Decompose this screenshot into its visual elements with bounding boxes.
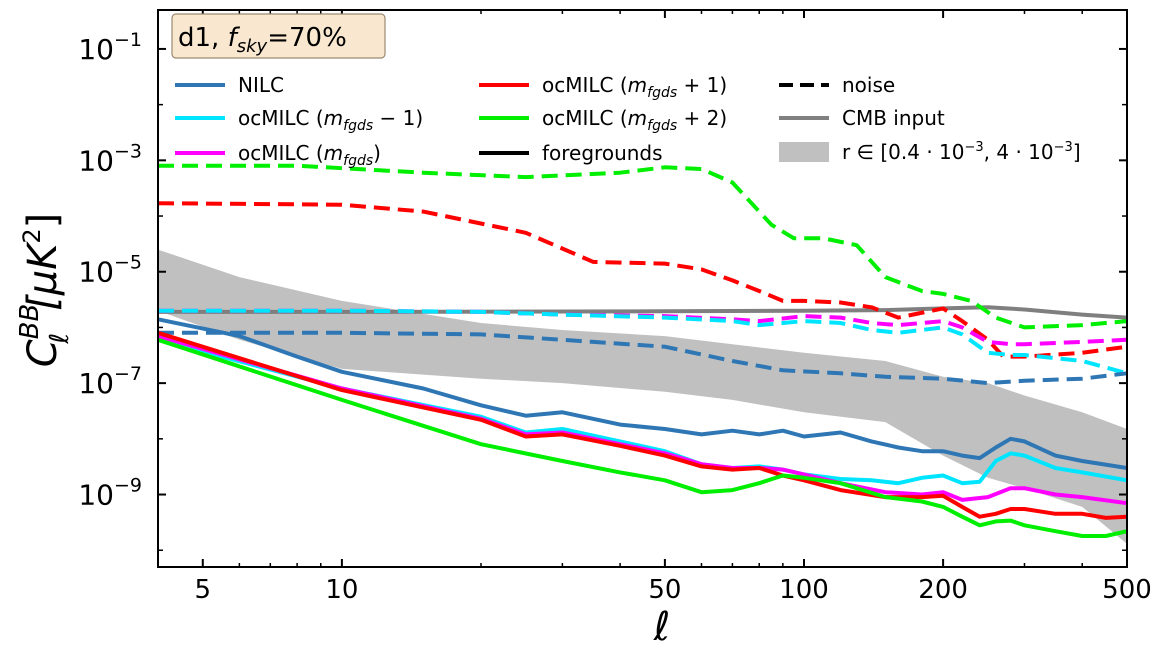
legend-item-ocmilc-plus1: ocMILC (mfgds + 1)	[479, 73, 727, 101]
legend-label-ocmilc-plus1: ocMILC (mfgds + 1)	[542, 73, 727, 101]
y-tick-label: 10−3	[78, 140, 142, 177]
plot-frame	[157, 9, 1128, 568]
x-tick-label: 5	[195, 575, 212, 605]
r-range-band-layer	[158, 249, 1127, 544]
legend-item-ocmilc-plus2: ocMILC (mfgds + 2)	[479, 106, 727, 134]
x-tick-label: 200	[918, 575, 968, 605]
y-tick-label: 10−7	[78, 363, 142, 400]
legend-item-ocmilc-minus1: ocMILC (mfgds − 1)	[175, 106, 423, 134]
series-line-noise-blue	[158, 330, 1128, 386]
legend-item-noise: noise	[779, 73, 895, 97]
legend-item-ocmilc: ocMILC (mfgds)	[175, 141, 381, 169]
legend: NILC ocMILC (mfgds − 1) ocMILC (mfgds) o…	[175, 73, 1081, 169]
series-line-fg-cyan	[157, 337, 1128, 486]
y-tick-label: 10−5	[78, 252, 142, 289]
legend-label-cmb-input: CMB input	[842, 106, 945, 130]
legend-label-ocmilc-plus2: ocMILC (mfgds + 2)	[542, 106, 727, 134]
series-layer	[157, 163, 1128, 538]
y-axis-label: CBBℓ[μK2]	[15, 213, 75, 368]
legend-item-nilc: NILC	[175, 73, 284, 97]
y-tick-label: 10−9	[78, 475, 142, 512]
svg-text:CBBℓ[μK2]: CBBℓ[μK2]	[15, 213, 75, 368]
y-tick-label: 10−1	[78, 29, 142, 66]
annotation-box: d1, fsky=70%	[171, 13, 386, 59]
x-tick-label: 50	[648, 575, 681, 605]
r-range-band	[158, 249, 1127, 544]
legend-swatch-r-range	[779, 142, 829, 162]
series-line-fg-green	[157, 337, 1128, 538]
series-line-noise-green	[158, 163, 1128, 330]
annotation-text: d1, fsky=70%	[178, 23, 347, 57]
legend-item-foregrounds: foregrounds	[479, 141, 663, 165]
series-line-fg-red	[157, 330, 1128, 520]
x-axis-label: ℓ	[653, 604, 671, 646]
legend-label-ocmilc-minus1: ocMILC (mfgds − 1)	[238, 106, 423, 134]
x-tick-label: 100	[779, 575, 829, 605]
annotation-background	[171, 13, 386, 59]
x-tick-label: 500	[1102, 575, 1152, 605]
legend-label-ocmilc: ocMILC (mfgds)	[238, 141, 381, 169]
legend-item-r-range: r ∈ [0.4 · 10−3, 4 · 10−3]	[779, 140, 1081, 164]
series-line-noise-red	[157, 201, 1128, 359]
legend-label-noise: noise	[842, 73, 895, 97]
legend-label-nilc: NILC	[238, 73, 284, 97]
legend-item-cmb-input: CMB input	[779, 106, 945, 130]
legend-label-foregrounds: foregrounds	[542, 141, 663, 165]
legend-label-r-range: r ∈ [0.4 · 10−3, 4 · 10−3]	[842, 140, 1081, 164]
ticks-layer: 5 10 50 100 200 500 10−9 10−7 10−5 10−3 10−1	[78, 10, 1152, 605]
axes-layer	[157, 9, 1128, 568]
series-line-nilc	[157, 317, 1128, 470]
x-tick-label: 10	[325, 575, 358, 605]
series-line-noise-cyan	[158, 308, 1128, 376]
